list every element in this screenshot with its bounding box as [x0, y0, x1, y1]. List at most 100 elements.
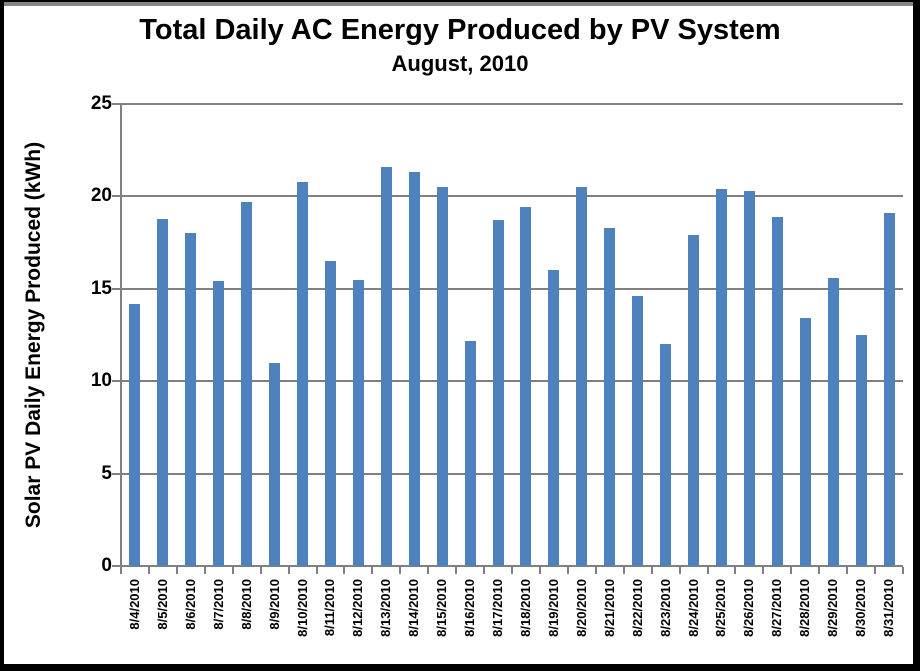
bar-8/31/2010 — [884, 213, 895, 566]
y-tick-label: 10 — [90, 370, 112, 392]
bar-8/6/2010 — [185, 233, 196, 566]
bar-8/9/2010 — [269, 363, 280, 566]
bar-8/21/2010 — [604, 228, 615, 566]
x-tick — [651, 567, 653, 574]
bar-8/27/2010 — [772, 217, 783, 566]
y-tick-label: 0 — [101, 555, 112, 576]
x-tick — [260, 567, 262, 574]
x-axis-line — [120, 565, 903, 567]
x-tick-label: 8/16/2010 — [462, 579, 477, 637]
x-tick — [762, 567, 764, 574]
y-axis-line — [120, 104, 122, 574]
x-tick-label: 8/23/2010 — [658, 579, 673, 637]
x-tick-label: 8/31/2010 — [881, 579, 896, 637]
x-tick — [539, 567, 541, 574]
x-tick — [595, 567, 597, 574]
x-tick-label: 8/7/2010 — [211, 579, 226, 630]
x-tick — [316, 567, 318, 574]
bar-8/15/2010 — [437, 187, 448, 566]
x-tick-label: 8/11/2010 — [322, 579, 337, 637]
gridline — [121, 380, 903, 383]
bar-8/12/2010 — [353, 280, 364, 566]
bar-8/16/2010 — [465, 341, 476, 566]
x-tick — [204, 567, 206, 574]
bar-8/19/2010 — [548, 270, 559, 566]
bar-8/24/2010 — [688, 235, 699, 566]
bar-8/14/2010 — [409, 172, 420, 566]
chart-title: Total Daily AC Energy Produced by PV Sys… — [139, 14, 781, 46]
x-tick-label: 8/13/2010 — [378, 579, 393, 637]
y-tick — [112, 195, 121, 198]
x-tick — [176, 567, 178, 574]
bar-8/13/2010 — [381, 167, 392, 566]
x-tick-label: 8/28/2010 — [797, 579, 812, 637]
x-tick — [120, 567, 122, 574]
x-tick — [399, 567, 401, 574]
x-tick — [902, 567, 904, 574]
x-tick — [567, 567, 569, 574]
y-tick-label: 20 — [90, 185, 112, 207]
x-tick-label: 8/6/2010 — [183, 579, 198, 630]
bar-8/7/2010 — [213, 281, 224, 566]
y-tick-label: 5 — [101, 462, 112, 484]
x-tick — [846, 567, 848, 574]
bar-8/22/2010 — [632, 296, 643, 566]
x-tick-label: 8/22/2010 — [630, 579, 645, 637]
x-tick-label: 8/29/2010 — [825, 579, 840, 637]
x-tick — [232, 567, 234, 574]
bar-8/11/2010 — [325, 261, 336, 566]
x-tick — [734, 567, 736, 574]
y-tick — [112, 472, 121, 475]
x-tick-label: 8/30/2010 — [853, 579, 868, 637]
x-tick-label: 8/9/2010 — [267, 579, 282, 630]
x-tick-label: 8/18/2010 — [518, 579, 533, 637]
x-tick — [511, 567, 513, 574]
x-tick — [427, 567, 429, 574]
bar-8/28/2010 — [800, 318, 811, 566]
y-tick-label: 25 — [90, 93, 112, 114]
bar-8/26/2010 — [744, 191, 755, 566]
x-tick-label: 8/24/2010 — [686, 579, 701, 637]
chart-subtitle: August, 2010 — [391, 51, 529, 76]
bar-8/8/2010 — [241, 202, 252, 566]
gridline — [121, 195, 903, 198]
x-tick — [679, 567, 681, 574]
x-tick-label: 8/12/2010 — [350, 579, 365, 637]
y-tick — [112, 380, 121, 383]
bar-8/20/2010 — [576, 187, 587, 566]
x-tick — [288, 567, 290, 574]
gridline — [121, 472, 903, 475]
bar-8/30/2010 — [856, 335, 867, 566]
x-tick — [371, 567, 373, 574]
x-tick-label: 8/19/2010 — [546, 579, 561, 637]
x-tick-label: 8/26/2010 — [741, 579, 756, 637]
x-tick — [343, 567, 345, 574]
x-tick — [818, 567, 820, 574]
x-tick-label: 8/4/2010 — [127, 579, 142, 630]
x-tick-label: 8/25/2010 — [713, 579, 728, 637]
x-tick — [455, 567, 457, 574]
bar-8/4/2010 — [129, 304, 140, 566]
x-tick-label: 8/27/2010 — [769, 579, 784, 637]
gridline — [121, 103, 903, 105]
x-tick-label: 8/21/2010 — [602, 579, 617, 637]
gridline — [121, 287, 903, 290]
bar-8/5/2010 — [157, 219, 168, 566]
bar-8/18/2010 — [520, 207, 531, 566]
bar-8/29/2010 — [828, 278, 839, 566]
bar-8/17/2010 — [493, 220, 504, 566]
x-tick-label: 8/10/2010 — [295, 579, 310, 637]
y-tick — [112, 565, 121, 567]
x-tick — [483, 567, 485, 574]
y-tick — [112, 287, 121, 290]
y-tick-label: 15 — [90, 277, 112, 299]
x-tick-label: 8/17/2010 — [490, 579, 505, 637]
x-tick-label: 8/15/2010 — [434, 579, 449, 637]
x-tick — [623, 567, 625, 574]
bar-8/23/2010 — [660, 344, 671, 566]
x-tick-label: 8/20/2010 — [574, 579, 589, 637]
x-tick — [148, 567, 150, 574]
x-tick — [790, 567, 792, 574]
